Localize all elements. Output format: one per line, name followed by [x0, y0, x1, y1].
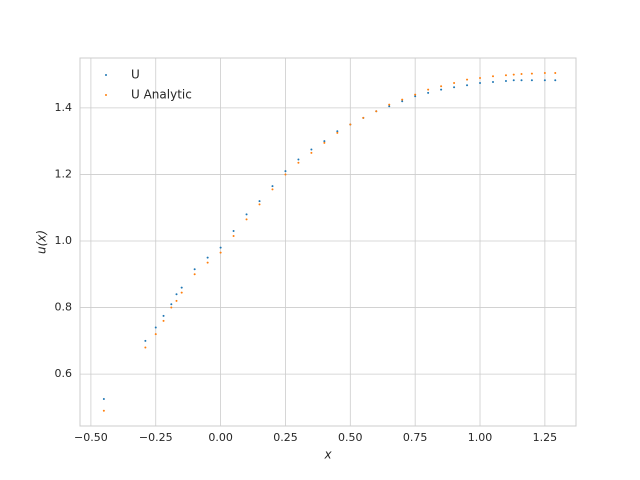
point [284, 170, 287, 173]
point [479, 76, 482, 79]
point [297, 161, 300, 164]
point [401, 98, 404, 101]
y-tick-label: 1.4 [55, 101, 73, 114]
x-tick-label: 0.00 [208, 431, 233, 444]
point [512, 73, 515, 76]
y-axis-label: u(x) [35, 230, 49, 254]
point [144, 346, 147, 349]
x-tick-label: 0.50 [338, 431, 363, 444]
point [175, 299, 178, 302]
point [170, 303, 173, 306]
point [193, 273, 196, 276]
marks-layer [102, 71, 557, 412]
legend-label: U [131, 68, 140, 82]
point [245, 213, 248, 216]
y-tick-label: 1.0 [55, 234, 73, 247]
point [323, 141, 326, 144]
point [154, 326, 157, 329]
legend-marker [105, 94, 107, 96]
point [258, 200, 261, 203]
point [504, 74, 507, 77]
point [336, 131, 339, 134]
point [258, 203, 261, 206]
x-tick-label: 1.00 [468, 431, 493, 444]
point [479, 81, 482, 84]
point [414, 93, 417, 96]
x-tick-label: 1.25 [533, 431, 558, 444]
point [414, 95, 417, 98]
plot-area [79, 57, 577, 427]
x-axis-label: x [323, 448, 332, 462]
point [520, 72, 523, 75]
point [554, 71, 557, 74]
point [554, 79, 557, 82]
point [375, 110, 378, 113]
x-tick-label: 0.25 [273, 431, 298, 444]
point [530, 72, 533, 75]
point [440, 85, 443, 88]
point [180, 286, 183, 289]
point [491, 80, 494, 83]
point [170, 306, 173, 309]
point [219, 251, 222, 254]
point [362, 116, 365, 119]
point [388, 105, 391, 108]
point [297, 158, 300, 161]
point [206, 261, 209, 264]
point [245, 218, 248, 221]
point [543, 79, 546, 82]
point [512, 79, 515, 82]
point [310, 151, 313, 154]
point [284, 173, 287, 176]
point [175, 293, 178, 296]
point [162, 319, 165, 322]
point [388, 103, 391, 106]
x-tick-label: 0.75 [403, 431, 428, 444]
point [232, 235, 235, 238]
legend-marker [105, 74, 107, 76]
point [271, 188, 274, 191]
point [336, 130, 339, 133]
point [102, 409, 105, 412]
point [453, 86, 456, 89]
point [219, 246, 222, 249]
point [154, 333, 157, 336]
point [543, 71, 546, 74]
y-tick-label: 0.8 [55, 301, 73, 314]
x-tick-label: −0.25 [139, 431, 173, 444]
y-tick-label: 1.2 [55, 167, 73, 180]
point [427, 91, 430, 94]
point [271, 185, 274, 188]
point [440, 88, 443, 91]
point [232, 230, 235, 233]
point [520, 79, 523, 82]
point [401, 100, 404, 103]
point [193, 268, 196, 271]
point [427, 88, 430, 91]
point [323, 140, 326, 143]
point [102, 398, 105, 401]
point [310, 148, 313, 151]
point [466, 84, 469, 87]
x-tick-label: −0.50 [74, 431, 108, 444]
point [530, 79, 533, 82]
point [144, 339, 147, 342]
y-tick-label: 0.6 [55, 367, 73, 380]
point [504, 79, 507, 82]
grid-layer [80, 58, 576, 426]
point [162, 314, 165, 317]
point [491, 75, 494, 78]
point [180, 291, 183, 294]
point [206, 256, 209, 259]
point [349, 123, 352, 126]
legend-label: U Analytic [131, 88, 192, 102]
point [453, 81, 456, 84]
point [466, 78, 469, 81]
